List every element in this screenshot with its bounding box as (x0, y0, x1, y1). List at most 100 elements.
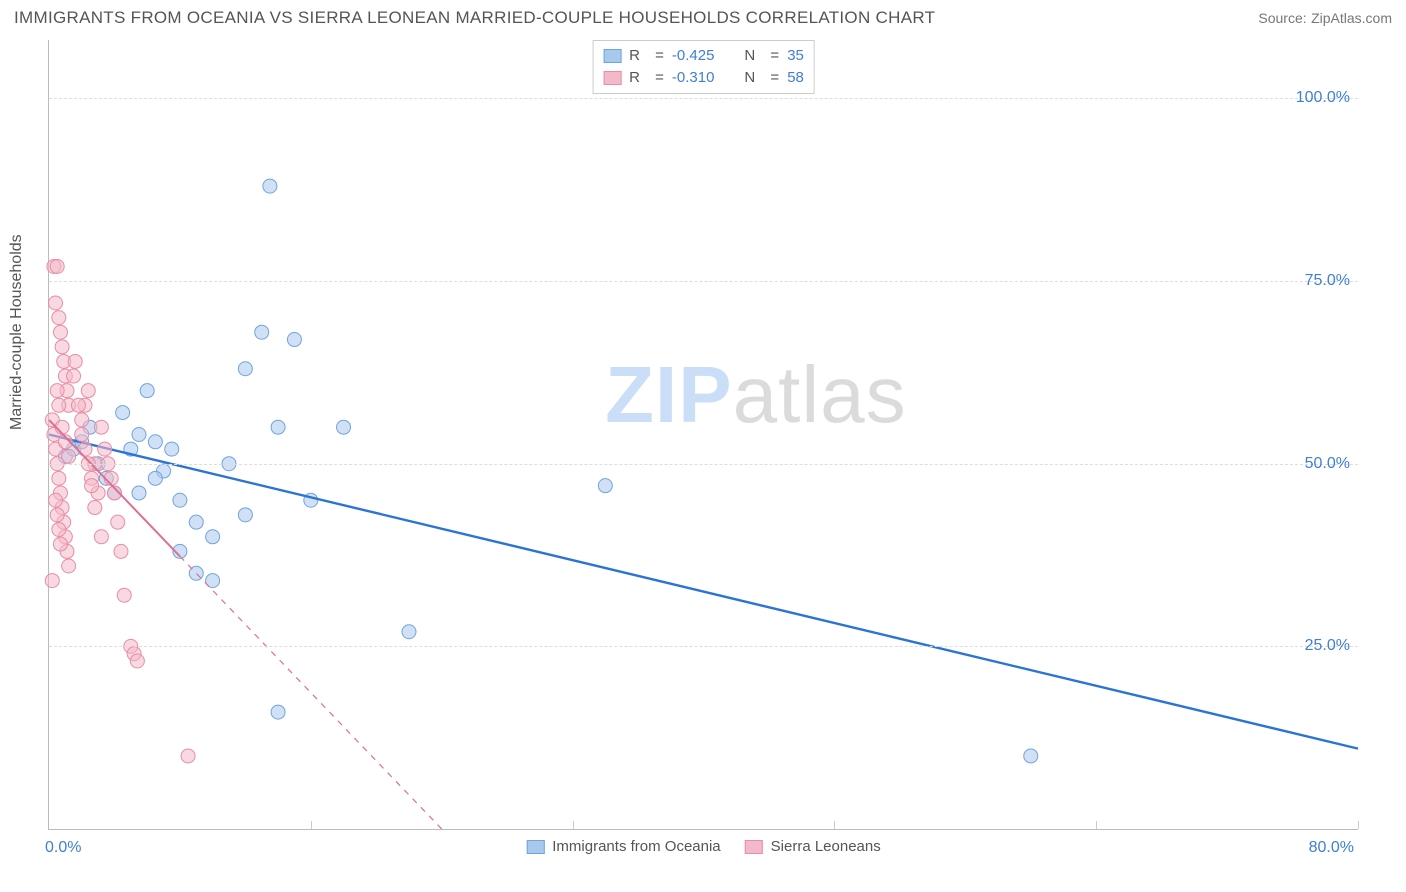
stat-n-label: N (744, 45, 762, 67)
data-point (55, 340, 69, 354)
y-tick-label: 25.0% (1305, 637, 1350, 655)
tick-v (573, 821, 574, 829)
data-point (181, 749, 195, 763)
x-tick-min: 0.0% (45, 839, 81, 857)
legend-stats-row: R = -0.310 N = 58 (603, 67, 804, 89)
legend-swatch-icon (526, 840, 544, 854)
legend-swatch-icon (745, 840, 763, 854)
trend-line-extrapolated (180, 556, 442, 829)
stat-r-label: R (629, 67, 647, 89)
data-point (148, 435, 162, 449)
y-axis-label: Married-couple Households (8, 234, 26, 430)
data-point (71, 398, 85, 412)
tick-v (1096, 821, 1097, 829)
source-value: ZipAtlas.com (1311, 10, 1392, 26)
data-point (52, 311, 66, 325)
data-point (75, 413, 89, 427)
gridline-h (49, 98, 1358, 99)
data-point (85, 479, 99, 493)
data-point (271, 705, 285, 719)
data-point (52, 522, 66, 536)
legend-stats: R = -0.425 N = 35 R = -0.310 N = 58 (592, 40, 815, 94)
y-tick-label: 50.0% (1305, 455, 1350, 473)
tick-v (1358, 821, 1359, 829)
data-point (114, 544, 128, 558)
data-point (98, 442, 112, 456)
data-point (140, 384, 154, 398)
chart-area: ZIPatlas R = -0.425 N = 35 R = -0.310 N … (48, 40, 1358, 830)
data-point (402, 625, 416, 639)
data-point (88, 501, 102, 515)
gridline-h (49, 464, 1358, 465)
source-label: Source: (1258, 10, 1306, 26)
data-point (94, 420, 108, 434)
y-tick-label: 100.0% (1296, 89, 1350, 107)
data-point (263, 179, 277, 193)
legend-series: Immigrants from Oceania Sierra Leoneans (526, 838, 880, 855)
data-point (238, 362, 252, 376)
data-point (337, 420, 351, 434)
stat-n-label: N (744, 67, 762, 89)
source: Source: ZipAtlas.com (1258, 10, 1392, 28)
data-point (67, 369, 81, 383)
data-point (111, 515, 125, 529)
stat-eq: = (655, 45, 664, 67)
data-point (78, 442, 92, 456)
data-point (50, 384, 64, 398)
data-point (62, 559, 76, 573)
data-point (173, 493, 187, 507)
data-point (287, 333, 301, 347)
data-point (81, 384, 95, 398)
stat-eq: = (655, 67, 664, 89)
data-point (50, 508, 64, 522)
data-point (49, 493, 63, 507)
legend-item-sierra: Sierra Leoneans (745, 838, 881, 855)
tick-v (834, 821, 835, 829)
trend-line (49, 435, 1358, 749)
scatter-plot (49, 40, 1358, 829)
data-point (148, 471, 162, 485)
data-point (1024, 749, 1038, 763)
legend-label-sierra: Sierra Leoneans (771, 838, 881, 855)
data-point (50, 259, 64, 273)
data-point (53, 325, 67, 339)
legend-label-oceania: Immigrants from Oceania (552, 838, 720, 855)
gridline-h (49, 281, 1358, 282)
data-point (75, 428, 89, 442)
legend-item-oceania: Immigrants from Oceania (526, 838, 720, 855)
gridline-h (49, 646, 1358, 647)
stat-r-value-oceania: -0.425 (672, 45, 715, 67)
data-point (68, 354, 82, 368)
data-point (52, 471, 66, 485)
data-point (165, 442, 179, 456)
data-point (53, 537, 67, 551)
y-tick-label: 75.0% (1305, 272, 1350, 290)
legend-stats-row: R = -0.425 N = 35 (603, 45, 804, 67)
data-point (94, 530, 108, 544)
tick-v (311, 821, 312, 829)
legend-swatch-oceania (603, 49, 621, 63)
stat-n-value-sierra: 58 (787, 67, 804, 89)
data-point (45, 574, 59, 588)
stat-r-label: R (629, 45, 647, 67)
data-point (189, 515, 203, 529)
data-point (271, 420, 285, 434)
data-point (238, 508, 252, 522)
data-point (52, 398, 66, 412)
stat-eq: = (770, 45, 779, 67)
data-point (132, 486, 146, 500)
stat-r-value-sierra: -0.310 (672, 67, 715, 89)
data-point (206, 530, 220, 544)
x-tick-max: 80.0% (1309, 839, 1354, 857)
data-point (255, 325, 269, 339)
stat-n-value-oceania: 35 (787, 45, 804, 67)
data-point (130, 654, 144, 668)
data-point (598, 479, 612, 493)
data-point (132, 428, 146, 442)
data-point (117, 588, 131, 602)
data-point (62, 449, 76, 463)
legend-swatch-sierra (603, 71, 621, 85)
stat-eq: = (770, 67, 779, 89)
data-point (116, 406, 130, 420)
chart-title: IMMIGRANTS FROM OCEANIA VS SIERRA LEONEA… (14, 8, 935, 28)
